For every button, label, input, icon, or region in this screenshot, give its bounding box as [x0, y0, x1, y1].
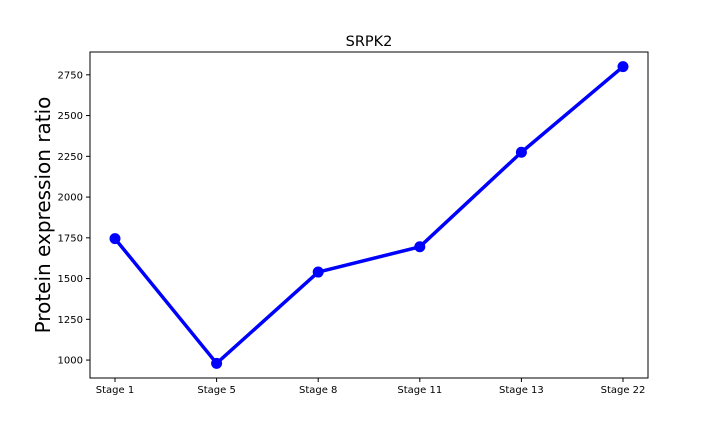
x-tick-label: Stage 22 — [601, 385, 646, 396]
data-point — [617, 61, 629, 73]
x-tick-label: Stage 13 — [499, 385, 544, 396]
plot-area-frame — [89, 51, 649, 379]
x-tick-label: Stage 11 — [397, 385, 442, 396]
x-tick-label: Stage 5 — [197, 385, 235, 396]
data-point — [515, 146, 527, 158]
y-tick-label: 1250 — [58, 315, 83, 326]
y-tick-label: 2000 — [58, 193, 83, 204]
y-axis-ticks: 1000 1250 1500 1750 2000 2250 2500 2750 — [58, 70, 90, 367]
x-tick-label: Stage 8 — [299, 385, 337, 396]
x-axis-ticks: Stage 1 Stage 5 Stage 8 Stage 11 Stage 13 Sta… — [96, 378, 646, 396]
data-point — [312, 266, 324, 278]
x-tick-label: Stage 1 — [96, 385, 134, 396]
y-tick-label: 2500 — [58, 111, 83, 122]
data-point — [414, 241, 426, 253]
y-tick-label: 1750 — [58, 233, 83, 244]
data-point — [211, 357, 223, 369]
y-axis-label: Protein expression ratio — [31, 97, 55, 334]
chart-title: SRPK2 — [346, 34, 393, 50]
series-line — [113, 64, 625, 366]
y-tick-label: 1000 — [58, 356, 83, 367]
y-tick-label: 2250 — [58, 152, 83, 163]
y-tick-label: 1500 — [58, 274, 83, 285]
data-point — [109, 233, 121, 245]
series-layer — [109, 61, 629, 369]
y-tick-label: 2750 — [58, 70, 83, 81]
